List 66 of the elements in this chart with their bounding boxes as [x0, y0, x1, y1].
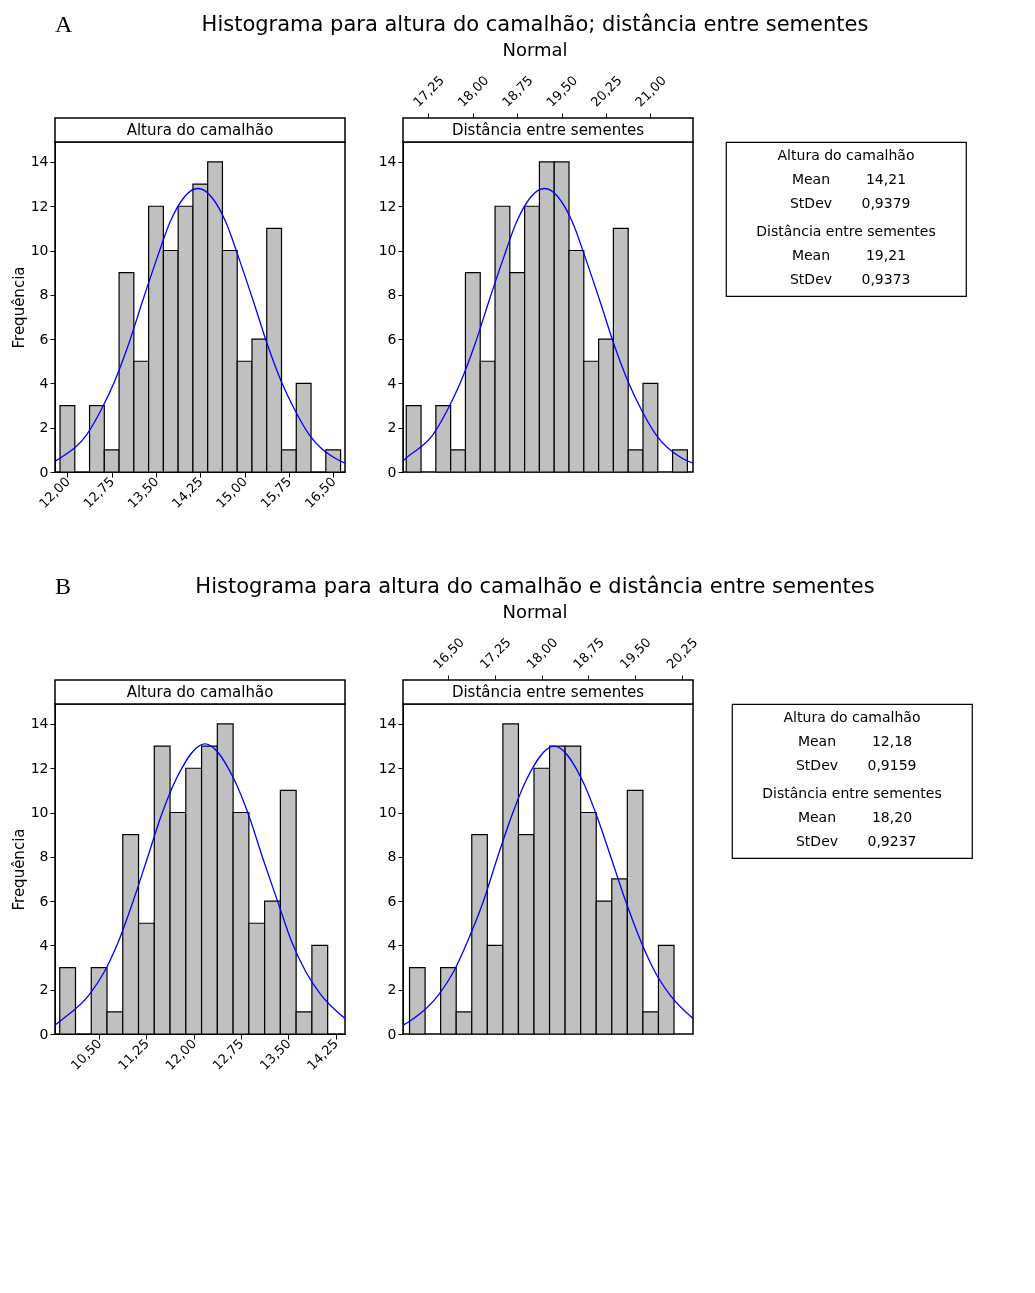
y-tick-label: 10	[30, 242, 49, 259]
y-tick-label: 10	[378, 242, 397, 259]
y-tick-label: 4	[39, 936, 49, 953]
y-tick-label: 2	[387, 419, 397, 436]
y-tick-label: 14	[378, 715, 397, 732]
y-axis-title: Frequência	[9, 828, 28, 911]
y-tick-label: 14	[30, 153, 49, 170]
text: Altura do camalhão	[783, 709, 921, 725]
y-tick-label: 2	[39, 419, 49, 436]
line-series	[54, 743, 346, 1026]
y-tick-label: 2	[387, 981, 397, 998]
text: Mean	[797, 733, 837, 749]
y-tick-label: 8	[39, 286, 49, 303]
text: Distância entre sementes	[756, 223, 936, 239]
text: StDev	[795, 833, 839, 849]
y-tick-label: 12	[378, 197, 397, 214]
y-tick-label: 2	[39, 981, 49, 998]
text: Distância entre sementes	[762, 785, 942, 801]
line-series	[402, 745, 694, 1026]
y-axis-title: Frequência	[9, 266, 28, 349]
text: Histograma para altura do camalhão; distância entre sementes	[201, 12, 869, 36]
y-tick-label: 0	[387, 1025, 397, 1042]
text: Mean	[797, 809, 837, 825]
y-tick-label: 6	[39, 892, 49, 909]
text: 0,9159	[867, 757, 917, 773]
y-tick-label: 12	[30, 759, 49, 776]
text: Histograma para altura do camalhão e distância entre sementes	[195, 574, 875, 598]
text: 0,9373	[861, 271, 911, 287]
text: 12,18	[871, 733, 913, 749]
text: 0,9379	[861, 195, 911, 211]
y-tick-label: 6	[387, 330, 397, 347]
text: B	[55, 573, 72, 599]
text: Altura do camalhão	[777, 147, 915, 163]
y-tick-label: 8	[387, 286, 397, 303]
y-tick-label: 4	[387, 936, 397, 953]
text: Mean	[791, 247, 831, 263]
text: 14,21	[865, 171, 907, 187]
text: StDev	[795, 757, 839, 773]
text: Normal	[502, 601, 568, 622]
y-tick-label: 14	[378, 153, 397, 170]
text: StDev	[789, 195, 833, 211]
chart-title: Altura do camalhão	[126, 121, 274, 139]
y-tick-label: 14	[30, 715, 49, 732]
y-tick-label: 8	[39, 848, 49, 865]
text: StDev	[789, 271, 833, 287]
chart-title: Altura do camalhão	[126, 683, 274, 701]
text: 0,9237	[867, 833, 917, 849]
y-tick-label: 10	[378, 804, 397, 821]
y-tick-label: 12	[378, 759, 397, 776]
text: A	[55, 11, 73, 37]
y-tick-label: 0	[39, 463, 49, 480]
y-tick-label: 6	[387, 892, 397, 909]
text: 18,20	[871, 809, 913, 825]
y-tick-label: 10	[30, 804, 49, 821]
y-tick-label: 8	[387, 848, 397, 865]
y-tick-label: 6	[39, 330, 49, 347]
text: Normal	[502, 39, 568, 60]
y-tick-label: 4	[387, 374, 397, 391]
y-tick-label: 0	[39, 1025, 49, 1042]
y-tick-label: 12	[30, 197, 49, 214]
chart-title: Distância entre sementes	[451, 683, 645, 701]
text: 19,21	[865, 247, 907, 263]
text: Mean	[791, 171, 831, 187]
y-tick-label: 4	[39, 374, 49, 391]
y-tick-label: 0	[387, 463, 397, 480]
chart-title: Distância entre sementes	[451, 121, 645, 139]
